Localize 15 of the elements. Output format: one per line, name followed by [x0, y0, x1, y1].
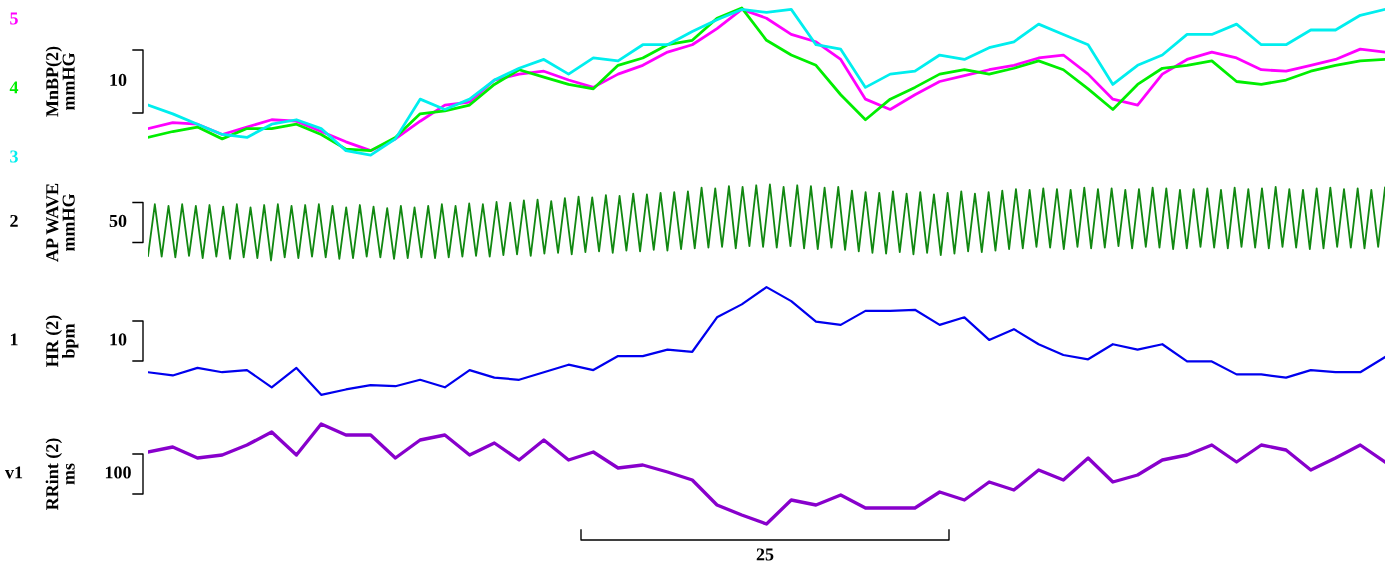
text: 50 — [109, 214, 127, 228]
text: 2 — [10, 214, 18, 227]
text: 25 — [756, 548, 774, 561]
text: v1 — [4, 466, 23, 479]
text: 10 — [110, 73, 127, 87]
text: 5 — [10, 12, 18, 25]
y-axis-title: MnBP(2) mmHG — [45, 46, 75, 117]
y-axis-title: HR (2) bpm — [45, 315, 79, 368]
y-axis-title: RRint (2) ms — [45, 438, 75, 511]
text: 100 — [105, 466, 131, 479]
y-axis-title: AP WAVE mmHG — [46, 183, 75, 262]
text: 4 — [9, 81, 19, 94]
text: 3 — [10, 150, 18, 163]
text: 1 — [10, 333, 18, 346]
text: 10 — [110, 333, 127, 346]
